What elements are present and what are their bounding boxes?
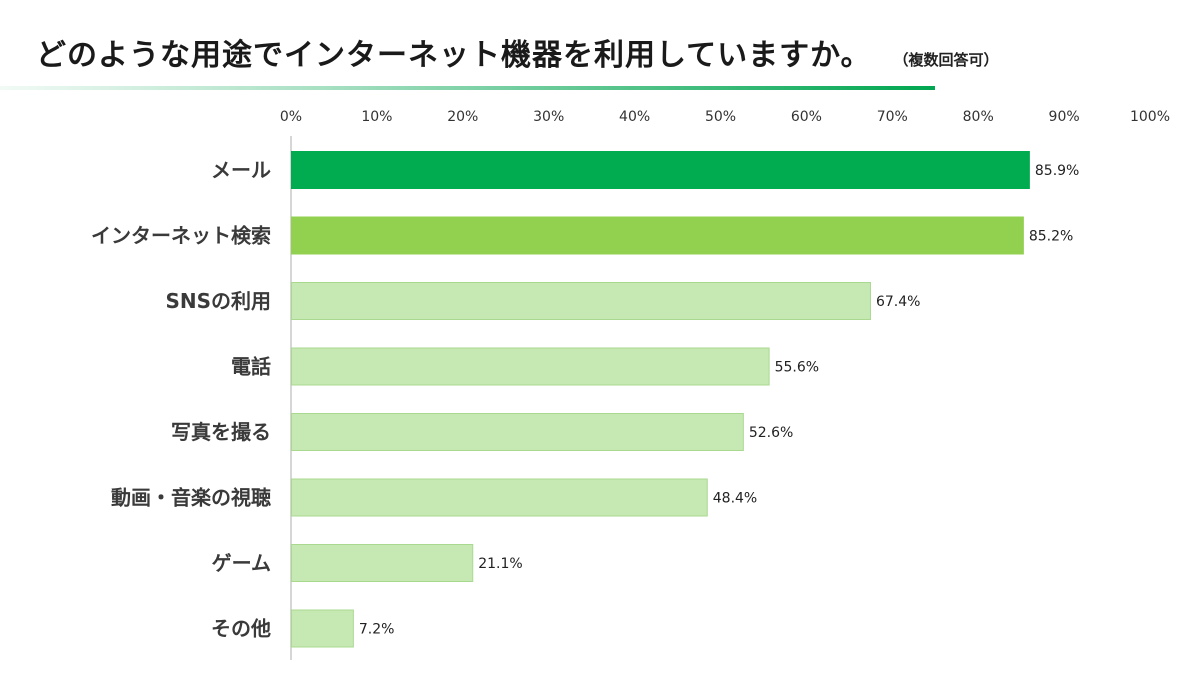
value-label: 52.6% bbox=[749, 425, 793, 441]
value-label: 67.4% bbox=[876, 294, 920, 310]
category-label: 動画・音楽の視聴 bbox=[111, 486, 271, 510]
x-tick-label: 20% bbox=[447, 109, 478, 125]
bar-1 bbox=[291, 216, 1024, 255]
x-tick-label: 10% bbox=[361, 109, 392, 125]
bar-5 bbox=[291, 478, 708, 517]
category-label: メール bbox=[211, 158, 271, 182]
x-axis-ticks: 0% 10% 20% 30% 40% 50% 60% 70% 80% 90% 100% bbox=[280, 109, 1170, 125]
x-tick-label: 50% bbox=[705, 109, 736, 125]
category-label: SNSの利用 bbox=[165, 289, 271, 313]
category-label: ゲーム bbox=[212, 551, 271, 575]
x-tick-label: 40% bbox=[619, 109, 650, 125]
category-label: 電話 bbox=[231, 355, 271, 379]
bar-2 bbox=[291, 282, 871, 320]
bars bbox=[291, 151, 1030, 648]
x-tick-label: 100% bbox=[1130, 109, 1170, 125]
value-labels: 85.9% 85.2% 67.4% 55.6% 52.6% 48.4% 21.1% 7.2% bbox=[359, 163, 1080, 638]
category-label: 写真を撮る bbox=[171, 420, 271, 444]
x-tick-label: 70% bbox=[877, 109, 908, 125]
x-tick-label: 60% bbox=[791, 109, 822, 125]
value-label: 85.9% bbox=[1035, 163, 1079, 179]
x-tick-label: 80% bbox=[963, 109, 994, 125]
category-label: その他 bbox=[211, 617, 271, 641]
value-label: 21.1% bbox=[478, 556, 522, 572]
bar-7 bbox=[291, 609, 354, 648]
chart-subtitle: （複数回答可） bbox=[893, 51, 999, 69]
bar-4 bbox=[291, 413, 744, 451]
x-tick-label: 90% bbox=[1049, 109, 1080, 125]
title-underline bbox=[0, 86, 935, 90]
chart-title-row: どのような用途でインターネット機器を利用していますか。 （複数回答可） bbox=[36, 30, 999, 76]
value-label: 55.6% bbox=[775, 360, 819, 376]
x-tick-label: 30% bbox=[533, 109, 564, 125]
value-label: 85.2% bbox=[1029, 229, 1073, 245]
bar-6 bbox=[291, 544, 474, 582]
chart-title: どのような用途でインターネット機器を利用していますか。 bbox=[36, 38, 872, 73]
x-tick-label: 0% bbox=[280, 109, 302, 125]
value-label: 7.2% bbox=[359, 622, 395, 638]
bar-3 bbox=[291, 347, 770, 386]
category-label: インターネット検索 bbox=[91, 224, 271, 248]
bar-0 bbox=[291, 151, 1030, 189]
value-label: 48.4% bbox=[713, 491, 757, 507]
